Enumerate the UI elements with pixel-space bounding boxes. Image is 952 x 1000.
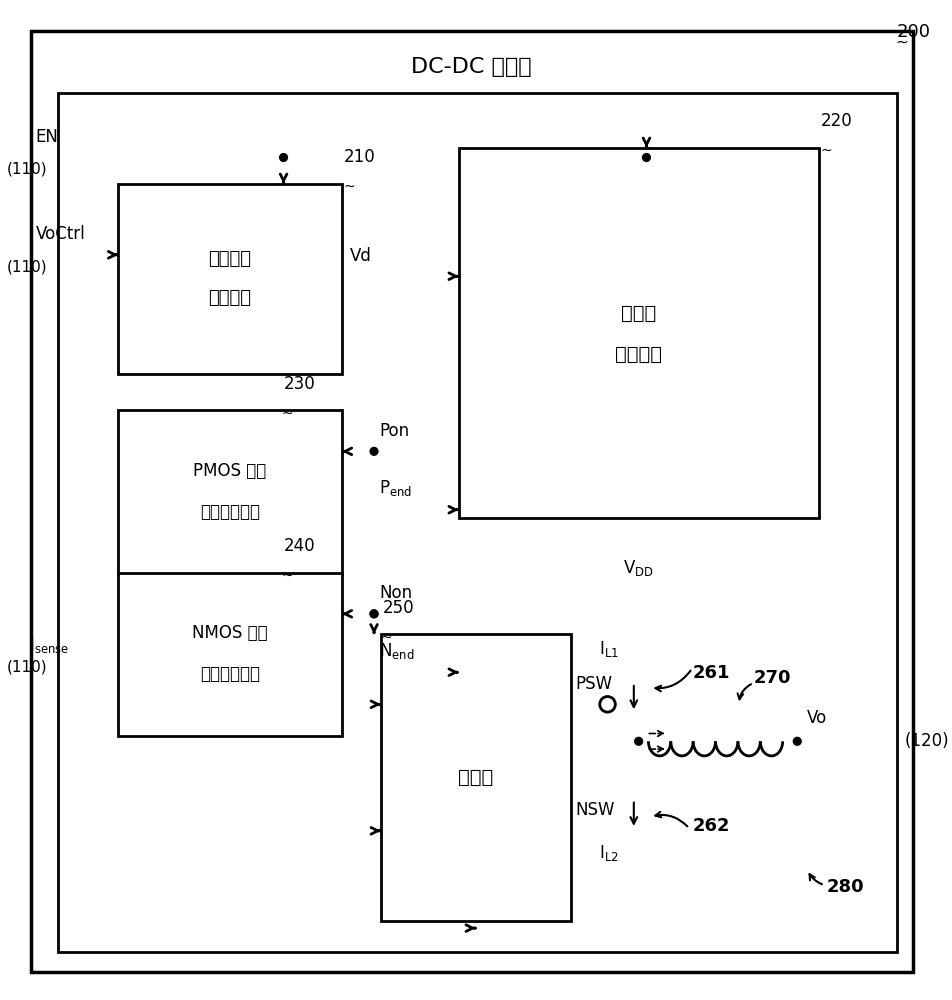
- Text: PMOS 关断: PMOS 关断: [193, 462, 267, 480]
- Bar: [118, 184, 342, 374]
- Text: 转换器: 转换器: [621, 304, 656, 323]
- Text: Pon: Pon: [379, 422, 408, 440]
- Text: I$_{\rm sense}$: I$_{\rm sense}$: [30, 635, 69, 655]
- Circle shape: [634, 737, 642, 745]
- Text: (110): (110): [7, 660, 47, 675]
- Text: ~: ~: [895, 35, 907, 50]
- Text: 280: 280: [825, 878, 863, 896]
- Text: Non: Non: [379, 584, 411, 602]
- Bar: [118, 410, 342, 574]
- Text: I$_{\rm L1}$: I$_{\rm L1}$: [599, 639, 619, 659]
- Circle shape: [279, 154, 288, 161]
- Text: ~: ~: [281, 569, 293, 583]
- Text: 驱动器: 驱动器: [458, 768, 493, 787]
- Text: DC-DC 转换器: DC-DC 转换器: [410, 57, 531, 77]
- Bar: [458, 148, 818, 518]
- Text: 262: 262: [691, 817, 729, 835]
- Text: 定时检测单元: 定时检测单元: [200, 665, 260, 683]
- Text: 270: 270: [753, 669, 790, 687]
- Text: NMOS 关断: NMOS 关断: [192, 624, 268, 642]
- Text: PSW: PSW: [575, 675, 612, 693]
- Text: NSW: NSW: [575, 801, 614, 819]
- Text: EN: EN: [35, 128, 58, 146]
- Text: ~: ~: [820, 144, 831, 158]
- Text: N$_{\rm end}$: N$_{\rm end}$: [379, 641, 414, 661]
- Bar: [381, 634, 570, 921]
- Circle shape: [369, 610, 378, 618]
- Text: 230: 230: [284, 375, 315, 393]
- Text: 220: 220: [820, 112, 851, 130]
- Text: ~: ~: [344, 180, 355, 194]
- Text: Vd: Vd: [349, 247, 371, 265]
- Circle shape: [642, 154, 649, 161]
- Circle shape: [369, 447, 378, 455]
- Bar: [118, 573, 342, 736]
- Text: 电压减少: 电压减少: [208, 250, 251, 268]
- Text: VoCtrl: VoCtrl: [35, 225, 85, 243]
- Text: V$_{\rm DD}$: V$_{\rm DD}$: [623, 558, 653, 578]
- Text: ~: ~: [281, 407, 293, 421]
- Text: Vo: Vo: [806, 709, 826, 727]
- Text: I$_{\rm L2}$: I$_{\rm L2}$: [599, 843, 619, 863]
- Text: 261: 261: [691, 664, 729, 682]
- Text: 定时检测单元: 定时检测单元: [200, 503, 260, 521]
- Circle shape: [369, 610, 378, 618]
- Text: (110): (110): [7, 260, 47, 275]
- Text: 200: 200: [896, 23, 929, 41]
- Text: P$_{\rm end}$: P$_{\rm end}$: [379, 478, 411, 498]
- Text: 210: 210: [344, 148, 375, 166]
- Text: 240: 240: [284, 537, 315, 555]
- Text: 检测单元: 检测单元: [208, 289, 251, 307]
- Text: ~: ~: [381, 630, 392, 644]
- Text: (110): (110): [7, 161, 47, 176]
- Text: (120): (120): [903, 732, 948, 750]
- Bar: [58, 93, 896, 952]
- Text: 控制单元: 控制单元: [615, 345, 662, 364]
- Text: 250: 250: [383, 599, 414, 617]
- Circle shape: [793, 737, 801, 745]
